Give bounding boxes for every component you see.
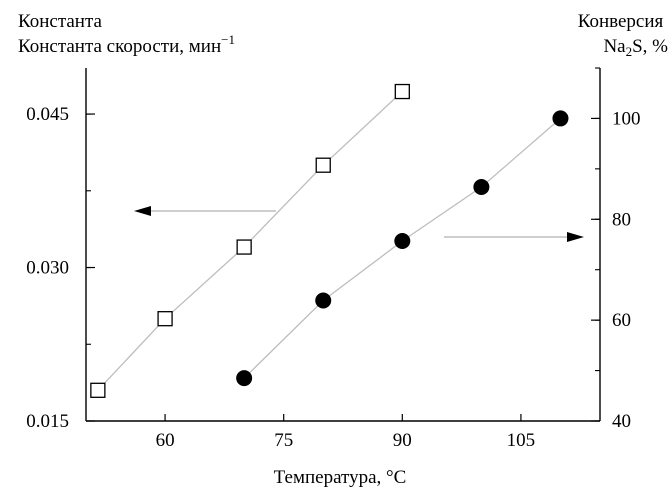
left-y-tick-label: 0.045 (26, 104, 69, 125)
right-axis-title-line1: Конверсия (578, 11, 664, 32)
data-point-open-square (157, 311, 173, 327)
x-tick-label: 60 (156, 430, 175, 451)
data-point-open-square (90, 382, 106, 398)
right-axis-title-line2: Na2S, % (603, 36, 668, 59)
right-arrow-head (567, 232, 584, 242)
x-tick-label: 75 (274, 430, 293, 451)
data-point-filled-circle (552, 110, 569, 127)
left-axis-title-sup: −1 (221, 32, 235, 47)
right-y-tick-label: 40 (612, 411, 631, 432)
left-axis-title-line1: Константа (18, 11, 102, 32)
left-axis-title: Константа Константа скорости, мин−1 (18, 11, 235, 57)
right-axis-title-sub: 2 (626, 44, 633, 59)
plot-area: 60 75 90 105 0.015 0.030 0.045 40 60 80 100 (26, 67, 641, 451)
data-point-filled-circle (473, 179, 490, 196)
left-y-tick-label: 0.015 (26, 411, 69, 432)
data-point-filled-circle (236, 370, 253, 387)
data-point-open-square (236, 239, 252, 255)
x-tick-label: 105 (507, 430, 536, 451)
left-y-tick-label: 0.030 (26, 258, 69, 279)
right-y-tick-label: 80 (612, 209, 631, 230)
x-axis-title: Температура, °C (274, 467, 407, 488)
right-y-tick-label: 60 (612, 310, 631, 331)
x-tick-label: 90 (393, 430, 412, 451)
data-point-filled-circle (394, 232, 411, 249)
right-y-tick-label: 100 (612, 108, 641, 129)
right-axis-title: Конверсия Na2S, % (578, 11, 668, 59)
left-axis-title-line2: Константа скорости, мин−1 (18, 32, 235, 57)
left-arrow-head (134, 206, 151, 216)
data-point-filled-circle (315, 292, 332, 309)
data-point-open-square (394, 83, 410, 100)
data-point-open-square (315, 157, 331, 173)
